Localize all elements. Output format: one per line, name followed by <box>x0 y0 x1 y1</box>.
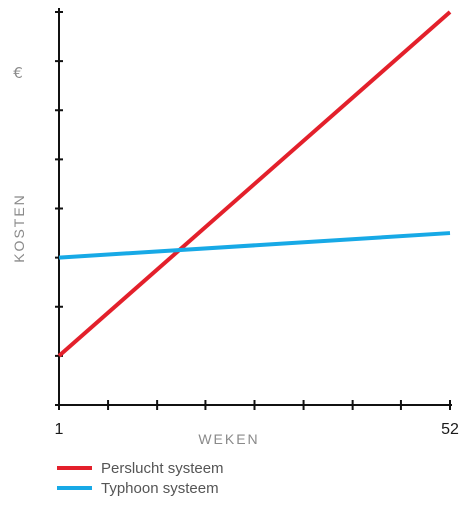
series-line-0 <box>59 12 450 356</box>
axes <box>55 8 452 410</box>
x-tick-label-last: 52 <box>441 421 459 438</box>
y-axis-unit: € <box>13 64 23 82</box>
x-axis-title: WEKEN <box>198 431 259 447</box>
legend-label-typhoon: Typhoon systeem <box>101 480 219 497</box>
legend-label-perslucht: Perslucht systeem <box>101 460 224 477</box>
legend: Perslucht systeem Typhoon systeem <box>57 460 224 497</box>
y-axis-title: KOSTEN <box>11 193 27 263</box>
series-line-1 <box>59 233 450 258</box>
series-lines <box>59 12 450 356</box>
x-tick-label-first: 1 <box>55 421 64 438</box>
